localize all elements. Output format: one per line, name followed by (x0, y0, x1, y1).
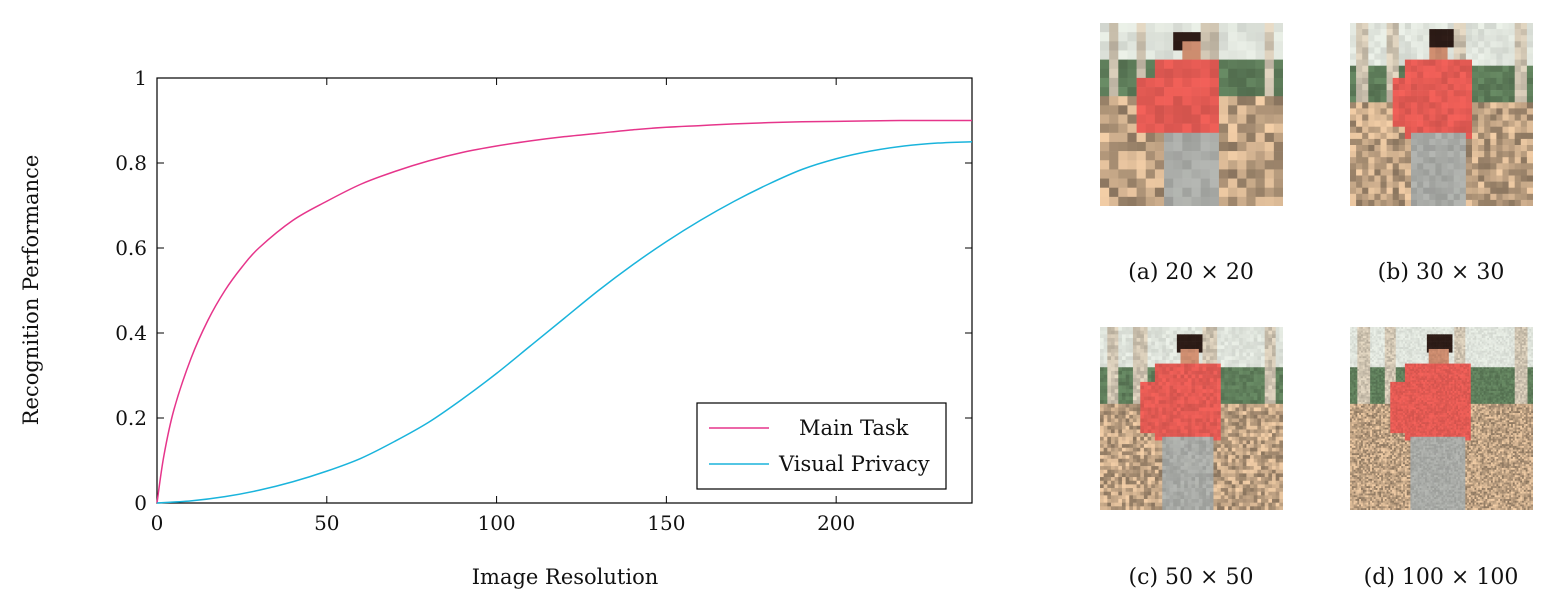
caption-b: (b) 30 × 30 (1377, 260, 1505, 285)
legend-label: Main Task (799, 416, 909, 440)
legend: Main Task Visual Privacy (696, 402, 947, 490)
caption-c: (c) 50 × 50 (1128, 565, 1254, 590)
plot-frame (156, 77, 973, 504)
caption-d: (d) 100 × 100 (1363, 565, 1519, 590)
caption-a: (a) 20 × 20 (1128, 260, 1254, 285)
y-tick-label: 1 (134, 66, 147, 90)
pixelated-photo-30 (1350, 23, 1533, 206)
y-tick-label: 0.6 (115, 236, 147, 260)
thumbnail-30x30 (1350, 23, 1533, 206)
y-tick-label: 0.2 (115, 406, 147, 430)
x-tick-label: 0 (151, 511, 164, 535)
x-tick-label: 200 (817, 511, 855, 535)
thumbnail-20x20 (1100, 23, 1283, 206)
thumbnail-100x100 (1350, 327, 1533, 510)
x-axis-title: Image Resolution (472, 565, 659, 589)
x-tick-label: 100 (477, 511, 515, 535)
pixelated-photo-100 (1350, 327, 1533, 510)
pixelated-photo-50 (1100, 327, 1283, 510)
series-line-visual-privacy (156, 141, 973, 504)
series-lines (156, 119, 973, 504)
y-tick-label: 0.8 (115, 151, 147, 175)
x-tick-label: 50 (314, 511, 339, 535)
y-axis-title: Recognition Performance (19, 155, 43, 426)
series-line-main-task (156, 119, 972, 504)
line-chart: 0 50 100 150 200 0 0.2 0.4 0.6 0.8 1 Main Task Visu… (19, 66, 973, 589)
legend-label: Visual Privacy (778, 452, 930, 476)
axes: 0 50 100 150 200 0 0.2 0.4 0.6 0.8 1 (115, 66, 973, 535)
thumbnail-50x50 (1100, 327, 1283, 510)
y-tick-label: 0 (134, 491, 147, 515)
legend-box (696, 402, 947, 490)
pixelated-photo-20 (1100, 23, 1283, 206)
x-tick-label: 150 (647, 511, 685, 535)
y-tick-label: 0.4 (115, 321, 147, 345)
